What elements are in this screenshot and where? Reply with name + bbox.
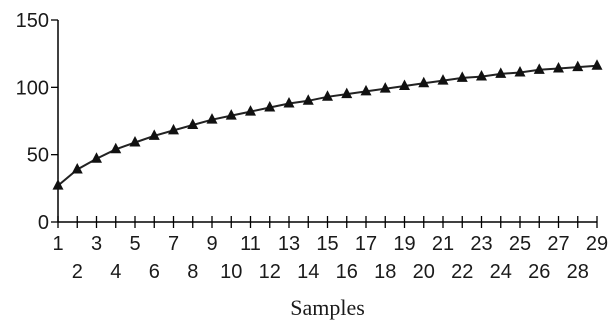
x-tick-label: 18 [374,261,396,283]
x-tick-label: 8 [187,261,198,283]
x-tick-label: 13 [278,233,300,255]
axes [57,20,597,223]
data-point-marker [225,109,237,120]
data-point-marker [553,61,564,73]
data-point-marker [437,74,449,85]
x-tick-label: 5 [129,233,140,255]
x-tick-label: 9 [206,233,217,255]
series-group [52,59,603,190]
x-tick-label: 21 [432,233,454,255]
data-point-marker [379,82,391,93]
x-tick-label: 28 [567,261,589,283]
data-point-marker [456,71,468,82]
data-point-marker [245,105,256,116]
data-point-marker [148,129,160,140]
data-point-marker [572,60,584,72]
data-point-marker [341,87,353,99]
data-point-marker [514,66,526,77]
x-tick-label: 4 [110,261,121,283]
data-point-marker [322,90,333,101]
x-tick-label: 6 [149,261,160,283]
data-point-marker [206,113,218,124]
x-tick-label: 29 [586,233,608,255]
x-tick-label: 26 [528,261,550,283]
x-tick-label: 23 [470,233,492,255]
x-axis-title: Samples [290,295,365,320]
x-tick-label: 15 [316,233,338,255]
data-point-marker [360,84,372,96]
data-point-marker [418,76,430,88]
data-point-marker [71,162,83,174]
x-tick-label: 3 [91,233,102,255]
x-tick-label: 11 [240,233,261,255]
data-point-marker [476,70,487,81]
data-point-marker [168,123,179,135]
x-tick-label: 20 [413,261,435,283]
data-point-marker [187,118,199,130]
x-tick-label: 7 [168,233,179,255]
y-tick-label: 50 [27,145,49,167]
data-point-marker [399,79,410,90]
data-point-marker [91,152,102,163]
x-tick-label: 22 [451,261,473,283]
data-point-marker [302,94,314,105]
data-point-marker [264,101,276,112]
data-point-marker [129,136,141,147]
x-tick-label: 1 [52,233,63,255]
x-ticks: 1 3 5 7 9 11 13 15 17 19 21 23 25 27 292 4 6 8 10 12 14 16 18 2… [52,216,608,283]
y-tick-label: 0 [38,212,49,234]
x-tick-label: 12 [259,261,281,283]
y-tick-label: 100 [16,77,49,99]
y-ticks: 0 50 100 150 [16,10,58,234]
x-tick-label: 10 [220,261,242,283]
data-point-marker [533,63,545,74]
data-point-marker [110,142,122,154]
x-tick-label: 25 [509,233,531,255]
x-tick-label: 24 [490,261,512,283]
x-tick-label: 19 [393,233,415,255]
x-tick-label: 27 [547,233,569,255]
x-tick-label: 16 [336,261,358,283]
x-tick-label: 17 [355,233,377,255]
y-tick-label: 150 [16,10,49,32]
x-tick-label: 14 [297,261,319,283]
series-line [57,64,598,187]
data-point-marker [52,179,64,190]
data-point-marker [283,96,295,108]
data-point-marker [495,67,507,78]
x-tick-label: 2 [72,261,83,283]
data-point-marker [591,59,603,70]
